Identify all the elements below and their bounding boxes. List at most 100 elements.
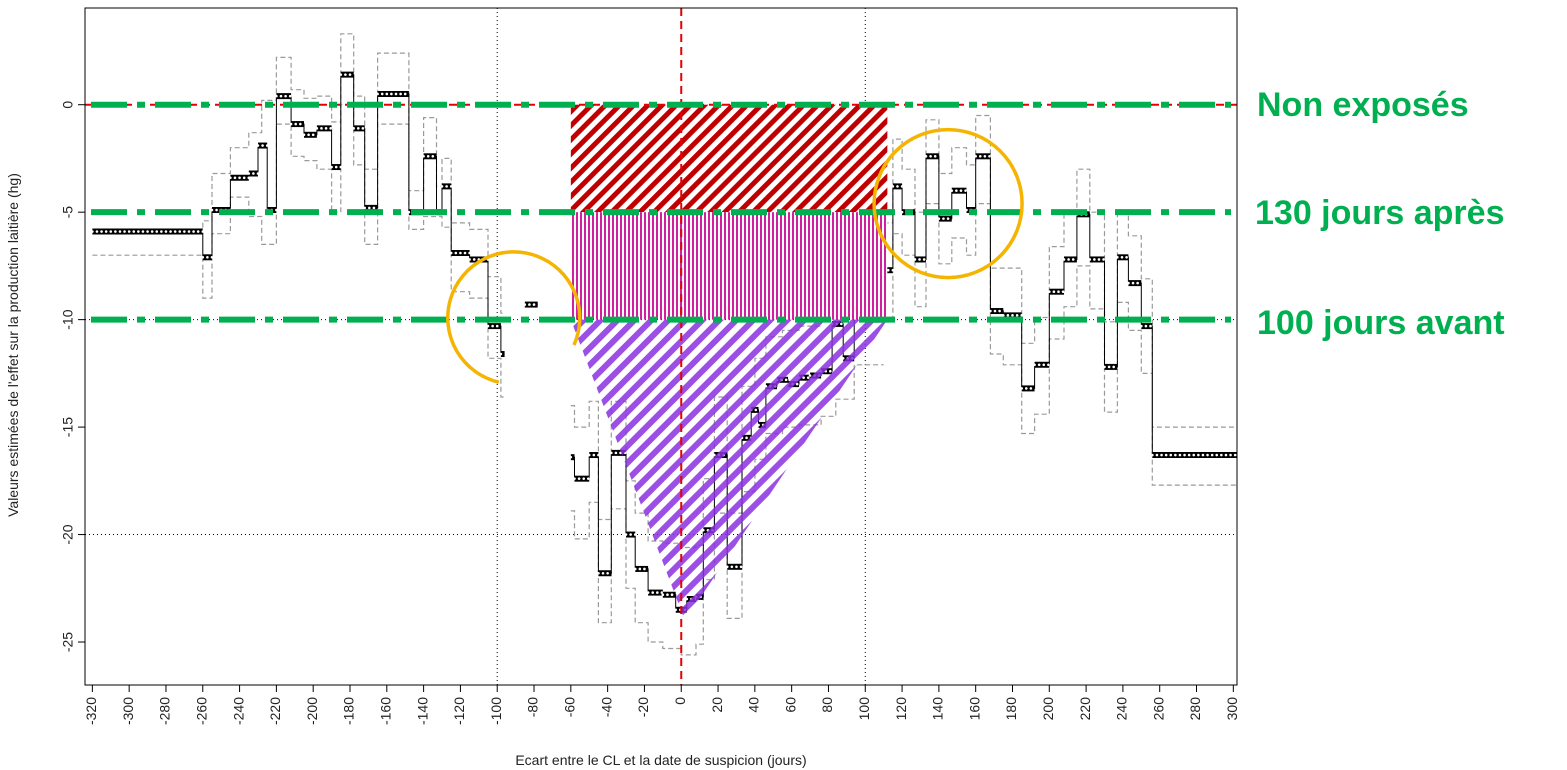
y-tick-label: 0	[60, 101, 76, 109]
estimate-point	[311, 133, 315, 137]
estimate-point	[523, 303, 527, 306]
estimate-point	[196, 230, 200, 233]
estimate-point	[651, 591, 655, 594]
estimate-point	[670, 593, 674, 597]
ci-line	[883, 114, 1237, 428]
estimate-point	[210, 256, 214, 259]
x-tick-label: -120	[451, 697, 467, 725]
estimate-point	[201, 256, 205, 259]
estimate-point	[356, 127, 360, 130]
estimate-point	[238, 176, 241, 180]
estimate-point	[597, 571, 600, 575]
estimate-point	[233, 176, 237, 180]
estimate-point	[1112, 365, 1116, 369]
x-tick-label: -280	[157, 697, 173, 725]
estimate-point	[141, 230, 145, 233]
estimate-point	[454, 251, 458, 255]
estimate-point	[376, 92, 379, 96]
x-tick-label: 120	[893, 697, 909, 721]
estimate-point	[900, 210, 904, 214]
estimate-point	[1149, 324, 1152, 328]
estimate-point	[582, 477, 586, 480]
estimate-point	[352, 127, 355, 130]
estimate-point	[1178, 453, 1182, 457]
estimate-point	[495, 324, 499, 328]
estimate-point	[942, 217, 945, 220]
estimate-point	[407, 210, 411, 214]
estimate-point	[275, 208, 278, 212]
estimate-point	[1183, 453, 1186, 457]
estimate-point	[606, 571, 609, 575]
estimate-point	[114, 230, 117, 233]
estimate-point	[247, 176, 251, 180]
estimate-point	[1057, 290, 1060, 293]
x-tick-label: -300	[120, 697, 136, 725]
estimate-point	[380, 92, 384, 96]
estimate-point	[459, 251, 462, 255]
estimate-point	[614, 451, 618, 455]
estimate-point	[315, 127, 319, 130]
estimate-point	[183, 230, 186, 233]
x-tick-label: -20	[635, 697, 651, 717]
estimate-point	[629, 533, 632, 536]
x-tick-label: 140	[930, 697, 946, 721]
estimate-point	[1052, 290, 1056, 293]
x-tick-label: 180	[1003, 697, 1019, 721]
estimate-point	[1033, 363, 1036, 367]
x-tick-label: 20	[709, 697, 725, 713]
estimate-point	[592, 453, 596, 457]
estimate-point	[891, 185, 895, 188]
estimate-point	[334, 165, 338, 169]
estimate-point	[118, 230, 122, 233]
estimate-point	[1015, 314, 1019, 317]
estimate-point	[725, 565, 729, 569]
estimate-point	[918, 258, 921, 261]
x-tick-label: 0	[672, 697, 688, 705]
estimate-point	[123, 230, 126, 233]
estimate-point	[601, 571, 605, 575]
estimate-point	[959, 189, 963, 192]
highlight-circles	[446, 127, 1024, 384]
estimate-point	[426, 154, 430, 158]
estimate-point	[1097, 258, 1101, 261]
estimate-point	[449, 185, 453, 188]
estimate-point	[633, 567, 637, 571]
estimate-point	[1169, 453, 1173, 457]
estimate-point	[633, 533, 637, 536]
estimate-point	[922, 258, 926, 261]
reference-lines	[85, 8, 1237, 685]
y-tick-label: -5	[60, 206, 76, 219]
estimate-point	[983, 154, 987, 158]
estimate-point	[1029, 387, 1033, 390]
estimate-point	[1047, 363, 1050, 367]
estimate-point	[348, 73, 352, 76]
estimate-point	[385, 92, 389, 96]
x-axis-label: Ecart entre le CL et la date de suspicio…	[515, 752, 806, 768]
x-tick-label: 260	[1150, 697, 1166, 721]
estimate-point	[127, 230, 131, 233]
x-tick-label: -40	[598, 697, 614, 717]
estimate-point	[164, 230, 168, 233]
estimate-point	[900, 185, 904, 188]
estimate-point	[955, 189, 958, 192]
estimate-point	[950, 189, 954, 192]
estimate-point	[279, 94, 283, 98]
estimate-point	[643, 567, 646, 571]
plot-frame	[84, 7, 1238, 686]
estimate-point	[178, 230, 182, 233]
estimate-point	[449, 251, 453, 255]
estimate-point	[445, 185, 448, 188]
x-tick-label: -80	[525, 697, 541, 717]
estimate-point	[924, 154, 928, 158]
estimate-point	[320, 127, 323, 130]
x-tick-label: -180	[341, 697, 357, 725]
estimate-point	[329, 127, 332, 130]
x-axis: -320 -300 -280 -260 -240 -220 -200 -180 -160 -140…	[83, 685, 1240, 725]
estimate-point	[886, 268, 890, 272]
estimate-point	[1127, 281, 1130, 285]
estimate-point	[299, 122, 302, 126]
estimate-point	[1020, 387, 1023, 390]
estimate-point	[1088, 258, 1092, 261]
estimate-point	[307, 133, 310, 137]
estimate-point	[1037, 363, 1041, 367]
